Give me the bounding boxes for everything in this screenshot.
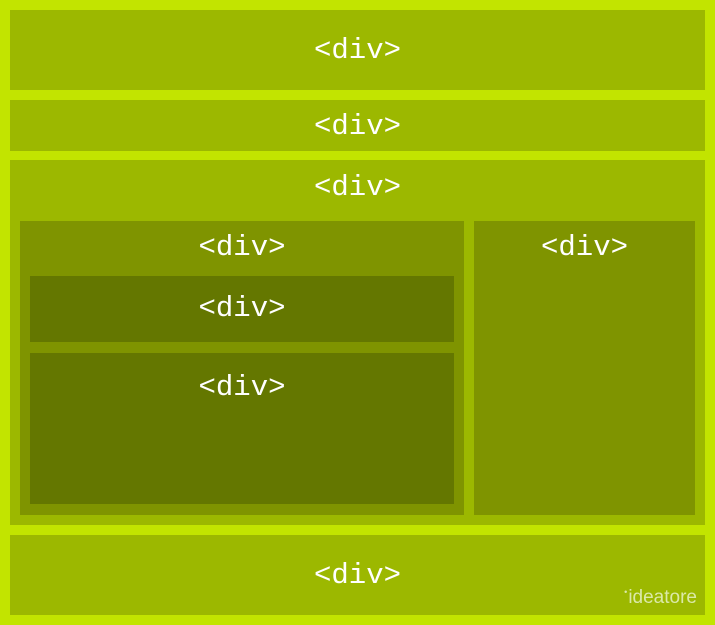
content-body-div-label: <div>	[198, 371, 286, 404]
content-top-div-label: <div>	[198, 292, 286, 325]
watermark-dot-icon: •	[624, 587, 628, 597]
content-div: <div> <div> <div>	[20, 221, 464, 515]
sidebar-div: <div>	[474, 221, 695, 515]
nav-div: <div>	[10, 100, 705, 151]
content-div-label: <div>	[198, 231, 286, 264]
header-div: <div>	[10, 10, 705, 90]
watermark-text: ideatore	[628, 587, 697, 608]
footer-div: <div>	[10, 535, 705, 615]
sidebar-div-label: <div>	[540, 231, 628, 264]
header-div-label: <div>	[313, 34, 401, 67]
main-div: <div> <div> <div> <div> <div>	[10, 160, 705, 525]
content-body-div: <div>	[30, 353, 454, 504]
footer-div-label: <div>	[313, 559, 401, 592]
ideatore-watermark: •ideatore	[624, 587, 697, 608]
main-div-label: <div>	[313, 171, 401, 204]
nav-div-label: <div>	[313, 110, 401, 143]
content-top-div: <div>	[30, 276, 454, 342]
